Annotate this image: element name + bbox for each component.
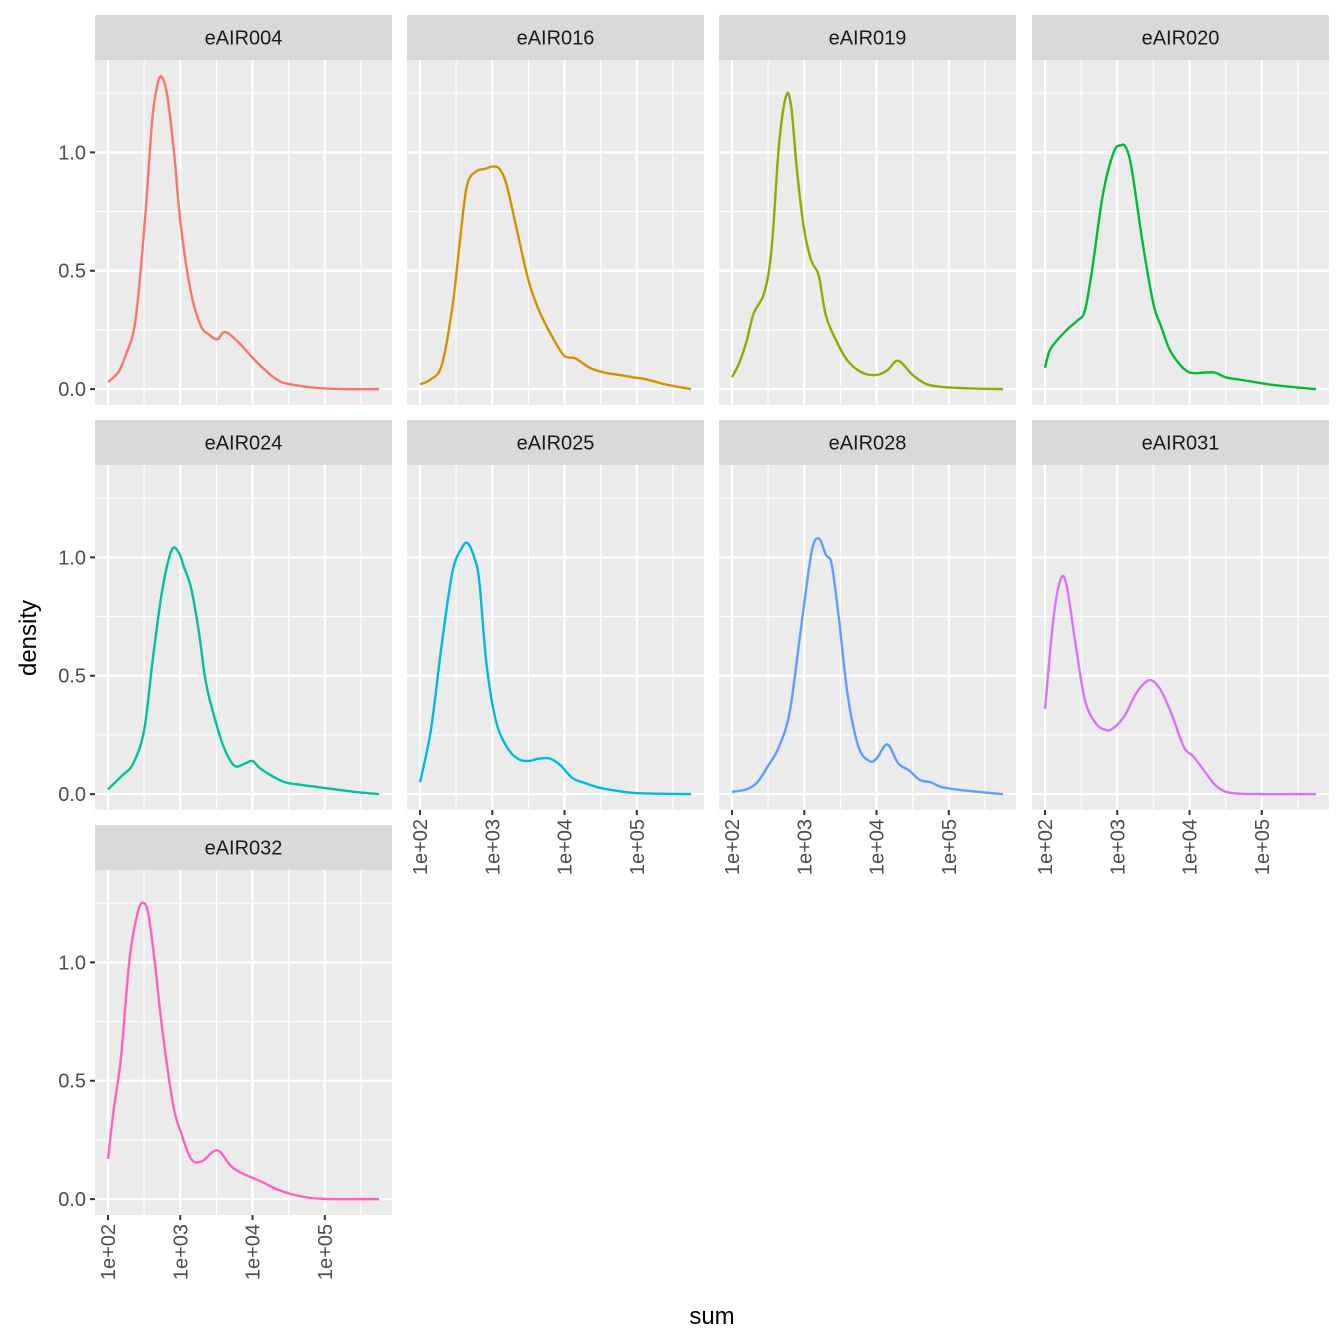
facet-strip bbox=[407, 420, 704, 465]
x-tick-label: 1e+02 bbox=[98, 1224, 120, 1280]
facet-strip bbox=[719, 420, 1016, 465]
density-line-eair004 bbox=[107, 75, 379, 391]
y-tick-label: 0.5 bbox=[58, 261, 86, 283]
facet-strip-label: eAIR016 bbox=[517, 28, 595, 50]
density-line-eair020 bbox=[1043, 143, 1317, 391]
facet-strip-label: eAIR025 bbox=[517, 433, 595, 455]
y-tick-label: 0.5 bbox=[58, 1071, 86, 1093]
facet-eair024: eAIR024 0.0 0.5 1.0 bbox=[58, 420, 392, 810]
x-tick-label: 1e+04 bbox=[1180, 819, 1202, 875]
plot-panel: 0.0 0.5 1.0 bbox=[58, 60, 392, 405]
x-tick-label: 1e+05 bbox=[1252, 819, 1274, 875]
facet-strip bbox=[1032, 420, 1329, 465]
facet-strip bbox=[95, 825, 392, 870]
x-tick-label: 1e+04 bbox=[867, 819, 889, 875]
facet-strip bbox=[95, 15, 392, 60]
facet-eair032: eAIR032 0.0 0.5 1.0 1e+02 1e+03 1e+04 1e+05 bbox=[58, 825, 392, 1280]
x-tick-label: 1e+03 bbox=[482, 819, 504, 875]
panel-background bbox=[719, 465, 1016, 810]
facet-strip-label: eAIR024 bbox=[205, 433, 283, 455]
density-line-eair025 bbox=[418, 541, 692, 796]
density-line-eair024 bbox=[107, 546, 380, 796]
y-tick-label: 1.0 bbox=[58, 547, 86, 569]
panel-background bbox=[407, 60, 704, 405]
facet-strip-label: eAIR031 bbox=[1142, 433, 1220, 455]
facet-eair028: eAIR028 1e+02 1e+03 1e+04 1e+05 bbox=[719, 420, 1016, 875]
y-tick-label: 0.0 bbox=[58, 379, 86, 401]
facet-eair016: eAIR016 bbox=[407, 15, 704, 405]
facet-strip bbox=[95, 420, 392, 465]
facet-eair025: eAIR025 1e+02 1e+03 1e+04 1e+05 bbox=[407, 420, 704, 875]
density-line-eair019 bbox=[730, 91, 1004, 391]
facet-strip bbox=[1032, 15, 1329, 60]
x-axis-title: sum bbox=[689, 1303, 734, 1330]
x-tick-label: 1e+02 bbox=[722, 819, 744, 875]
panel-background bbox=[95, 465, 392, 810]
x-tick-label: 1e+03 bbox=[170, 1224, 192, 1280]
facet-strip bbox=[407, 15, 704, 60]
plot-panel: 1e+02 1e+03 1e+04 1e+05 bbox=[1032, 465, 1329, 875]
facet-strip bbox=[719, 15, 1016, 60]
density-line-eair032 bbox=[106, 901, 379, 1201]
x-tick-label: 1e+03 bbox=[794, 819, 816, 875]
y-axis-title: density bbox=[15, 600, 42, 676]
facet-eair031: eAIR031 1e+02 1e+03 1e+04 1e+05 bbox=[1032, 420, 1329, 875]
x-tick-label: 1e+02 bbox=[410, 819, 432, 875]
x-tick-label: 1e+05 bbox=[939, 819, 961, 875]
x-tick-label: 1e+02 bbox=[1035, 819, 1057, 875]
density-line-eair016 bbox=[419, 165, 692, 391]
y-tick-label: 0.0 bbox=[58, 1189, 86, 1211]
panel-background bbox=[1032, 465, 1329, 810]
facet-strip-label: eAIR020 bbox=[1142, 28, 1220, 50]
x-tick-label: 1e+03 bbox=[1107, 819, 1129, 875]
plot-panel: 1e+02 1e+03 1e+04 1e+05 bbox=[719, 465, 1016, 875]
x-tick-label: 1e+05 bbox=[627, 819, 649, 875]
facet-panels: eAIR004 0.0 0.5 1.0 eAIR016 eAIR019 eAIR020 eAI… bbox=[58, 15, 1329, 1280]
facet-eair019: eAIR019 bbox=[719, 15, 1016, 405]
plot-panel bbox=[1032, 60, 1329, 405]
y-tick-label: 1.0 bbox=[58, 142, 86, 164]
panel-background bbox=[407, 465, 704, 810]
facet-eair020: eAIR020 bbox=[1032, 15, 1329, 405]
facet-eair004: eAIR004 0.0 0.5 1.0 bbox=[58, 15, 392, 405]
y-tick-label: 0.5 bbox=[58, 666, 86, 688]
y-tick-label: 0.0 bbox=[58, 784, 86, 806]
density-line-eair028 bbox=[731, 537, 1004, 796]
facet-strip-label: eAIR019 bbox=[829, 28, 907, 50]
plot-panel: 0.0 0.5 1.0 1e+02 1e+03 1e+04 1e+05 bbox=[58, 870, 392, 1280]
density-line-eair031 bbox=[1043, 574, 1316, 796]
facet-strip-label: eAIR032 bbox=[205, 838, 283, 860]
x-tick-label: 1e+04 bbox=[243, 1224, 265, 1280]
y-tick-label: 1.0 bbox=[58, 952, 86, 974]
plot-panel bbox=[719, 60, 1016, 405]
x-tick-label: 1e+05 bbox=[315, 1224, 337, 1280]
plot-panel: 0.0 0.5 1.0 bbox=[58, 465, 392, 810]
panel-background bbox=[95, 870, 392, 1215]
plot-panel bbox=[407, 60, 704, 405]
panel-background bbox=[95, 60, 392, 405]
panel-background bbox=[719, 60, 1016, 405]
panel-background bbox=[1032, 60, 1329, 405]
plot-panel: 1e+02 1e+03 1e+04 1e+05 bbox=[407, 465, 704, 875]
facet-strip-label: eAIR028 bbox=[829, 433, 907, 455]
facet-strip-label: eAIR004 bbox=[205, 28, 283, 50]
x-tick-label: 1e+04 bbox=[555, 819, 577, 875]
